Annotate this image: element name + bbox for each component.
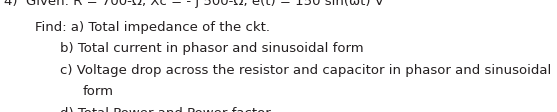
Text: d) Total Power and Power factor: d) Total Power and Power factor <box>60 106 271 112</box>
Text: 4)  Given: R = 700-Ω, Xc = - j 500-Ω, e(t) = 150 sin(ωt) V: 4) Given: R = 700-Ω, Xc = - j 500-Ω, e(t… <box>4 0 384 8</box>
Text: b) Total current in phasor and sinusoidal form: b) Total current in phasor and sinusoida… <box>60 42 364 55</box>
Text: Find: a) Total impedance of the ckt.: Find: a) Total impedance of the ckt. <box>35 21 270 34</box>
Text: form: form <box>82 85 114 97</box>
Text: c) Voltage drop across the resistor and capacitor in phasor and sinusoidal: c) Voltage drop across the resistor and … <box>60 63 551 76</box>
